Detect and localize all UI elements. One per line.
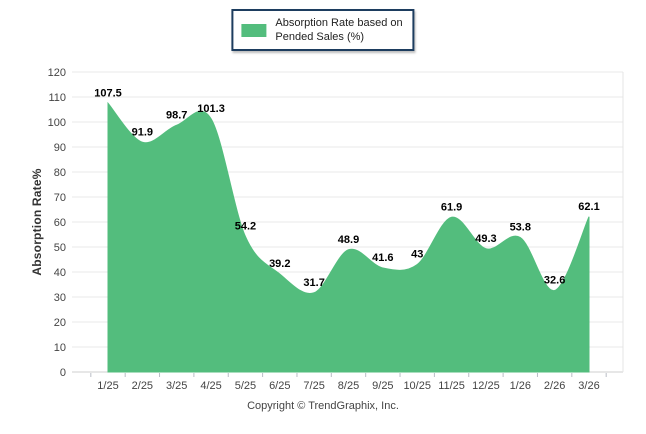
data-label: 39.2 [269,258,290,270]
data-label: 53.8 [510,222,531,234]
y-axis-tick-label: 90 [54,142,66,154]
y-axis-tick-label: 0 [60,367,66,379]
x-axis-tick-label: 2/25 [132,380,153,392]
y-axis-tick-label: 20 [54,317,66,329]
data-label: 62.1 [578,201,599,213]
data-label: 49.3 [475,233,496,245]
x-axis-tick-label: 1/26 [510,380,531,392]
x-axis-tick-label: 4/25 [200,380,221,392]
data-label: 48.9 [338,234,359,246]
legend-label-line1: Absorption Rate based on [275,17,403,29]
x-axis-tick-label: 3/26 [578,380,599,392]
data-label: 98.7 [166,109,187,121]
data-label: 32.6 [544,275,565,287]
y-axis-tick-label: 100 [48,117,66,129]
y-axis-tick-label: 70 [54,192,66,204]
x-axis-tick-label: 5/25 [235,380,256,392]
x-axis-tick-label: 8/25 [338,380,359,392]
area-series-absorption-rate [107,101,590,373]
chart-legend: Absorption Rate based on Pended Sales (%… [231,9,415,51]
y-axis-tick-label: 50 [54,242,66,254]
x-axis-tick-label: 7/25 [303,380,324,392]
y-axis-tick-label: 110 [48,92,66,104]
y-axis-tick-label: 10 [54,342,66,354]
data-label: 43 [411,249,423,261]
y-axis-tick-label: 40 [54,267,66,279]
legend-label: Absorption Rate based on Pended Sales (%… [275,16,402,44]
data-label: 101.3 [197,103,225,115]
copyright-text: Copyright © TrendGraphix, Inc. [247,400,399,412]
y-axis-tick-label: 60 [54,217,66,229]
x-axis-tick-label: 10/25 [403,380,431,392]
data-label: 41.6 [372,252,393,264]
data-label: 107.5 [94,87,122,99]
legend-label-line2: Pended Sales (%) [275,31,365,43]
data-label: 61.9 [441,201,462,213]
x-axis-tick-label: 12/25 [472,380,500,392]
y-axis-tick-label: 30 [54,292,66,304]
x-axis-tick-label: 3/25 [166,380,187,392]
y-axis-tick-label: 120 [48,67,66,79]
data-label: 54.2 [235,221,256,233]
x-axis-tick-label: 2/26 [544,380,565,392]
x-axis-tick-label: 9/25 [372,380,393,392]
x-axis-tick-label: 1/25 [97,380,118,392]
x-axis-tick-label: 6/25 [269,380,290,392]
data-label: 91.9 [132,126,153,138]
y-axis-tick-label: 80 [54,167,66,179]
legend-swatch-absorption-rate [241,23,267,37]
x-axis-tick-label: 11/25 [438,380,465,392]
data-label: 31.7 [303,277,324,289]
